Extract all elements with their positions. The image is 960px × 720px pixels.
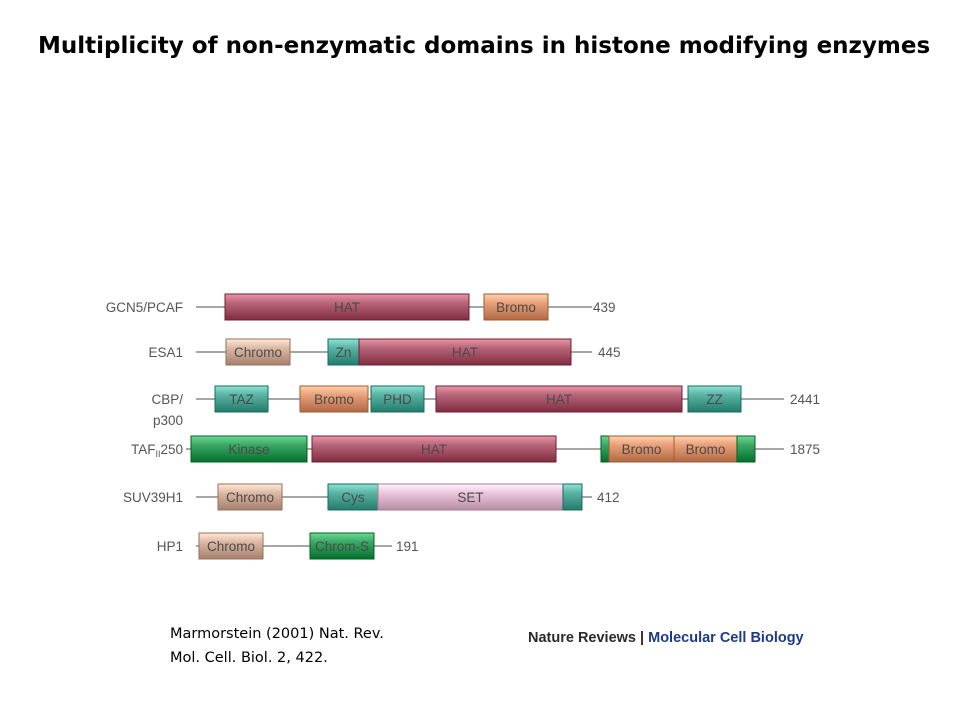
domain-label: HAT (546, 392, 572, 407)
domain-box (224, 293, 470, 321)
protein-length: 191 (396, 539, 419, 554)
protein-row: ESA1 Chromo Zn HAT 445 (148, 338, 621, 366)
domain-box (673, 435, 738, 463)
protein-length: 439 (593, 300, 616, 315)
domain-box (608, 435, 675, 463)
journal-subtitle: Molecular Cell Biology (648, 630, 804, 646)
domain-box (311, 435, 557, 463)
journal-name: Nature Reviews (528, 630, 636, 646)
protein-name: HP1 (157, 539, 183, 554)
domain-label: Bromo (622, 442, 662, 457)
journal-branding: Nature Reviews | Molecular Cell Biology (528, 630, 804, 646)
protein-length: 2441 (790, 392, 820, 407)
domain-label: ZZ (706, 392, 723, 407)
protein-row: HP1 Chromo Chrom-S 191 (157, 532, 419, 560)
domain-label: Bromo (686, 442, 726, 457)
domain-box (198, 532, 264, 560)
citation: Marmorstein (2001) Nat. Rev. Mol. Cell. … (170, 622, 384, 670)
protein-row: TAFII250 Kinase HAT Bromo Bromo 1875 (131, 435, 820, 463)
domain-label: Cys (341, 490, 364, 505)
domain-box (483, 293, 549, 321)
domain-label: SET (457, 490, 483, 505)
domain-label: TAZ (229, 392, 254, 407)
protein-name: ESA1 (148, 345, 183, 360)
protein-length: 445 (598, 345, 621, 360)
domain-label: Kinase (228, 442, 269, 457)
domain-box (190, 435, 308, 463)
domain-box (358, 338, 572, 366)
domain-label: Bromo (496, 300, 536, 315)
protein-name: GCN5/PCAF (106, 300, 183, 315)
domain-box (309, 532, 375, 560)
domain-box (736, 435, 756, 463)
slide-title: Multiplicity of non-enzymatic domains in… (38, 33, 931, 59)
protein-length: 1875 (790, 442, 820, 457)
domain-box (214, 385, 269, 413)
domain-label: Chrom-S (315, 539, 369, 554)
protein-row: CBP/p300 TAZ Bromo PHD HAT ZZ 2441 (151, 385, 820, 428)
domain-box (435, 385, 683, 413)
protein-length: 412 (597, 490, 620, 505)
branding-separator: | (636, 630, 649, 646)
domain-label: Zn (336, 345, 352, 360)
domain-box (299, 385, 369, 413)
protein-name: CBP/ (151, 392, 183, 407)
domain-label: Bromo (314, 392, 354, 407)
protein-name: p300 (153, 413, 183, 428)
citation-line-1: Marmorstein (2001) Nat. Rev. (170, 626, 384, 642)
domain-label: Chromo (234, 345, 282, 360)
domain-box (600, 435, 610, 463)
protein-name: SUV39H1 (123, 490, 183, 505)
domain-label: HAT (421, 442, 447, 457)
domain-label: HAT (452, 345, 478, 360)
domain-label: Chromo (226, 490, 274, 505)
domain-box (217, 483, 283, 511)
protein-row: SUV39H1 Chromo Cys SET 412 (123, 483, 620, 511)
protein-row: GCN5/PCAF HAT Bromo 439 (106, 293, 616, 321)
citation-line-2: Mol. Cell. Biol. 2, 422. (170, 650, 328, 666)
domain-box (370, 385, 425, 413)
domain-box (377, 483, 564, 511)
domain-box (562, 483, 583, 511)
domain-box (687, 385, 742, 413)
domain-label: HAT (334, 300, 360, 315)
domain-box (225, 338, 291, 366)
domain-label: Chromo (207, 539, 255, 554)
protein-name: TAFII250 (131, 442, 183, 459)
domain-box (327, 483, 379, 511)
domain-label: PHD (383, 392, 412, 407)
